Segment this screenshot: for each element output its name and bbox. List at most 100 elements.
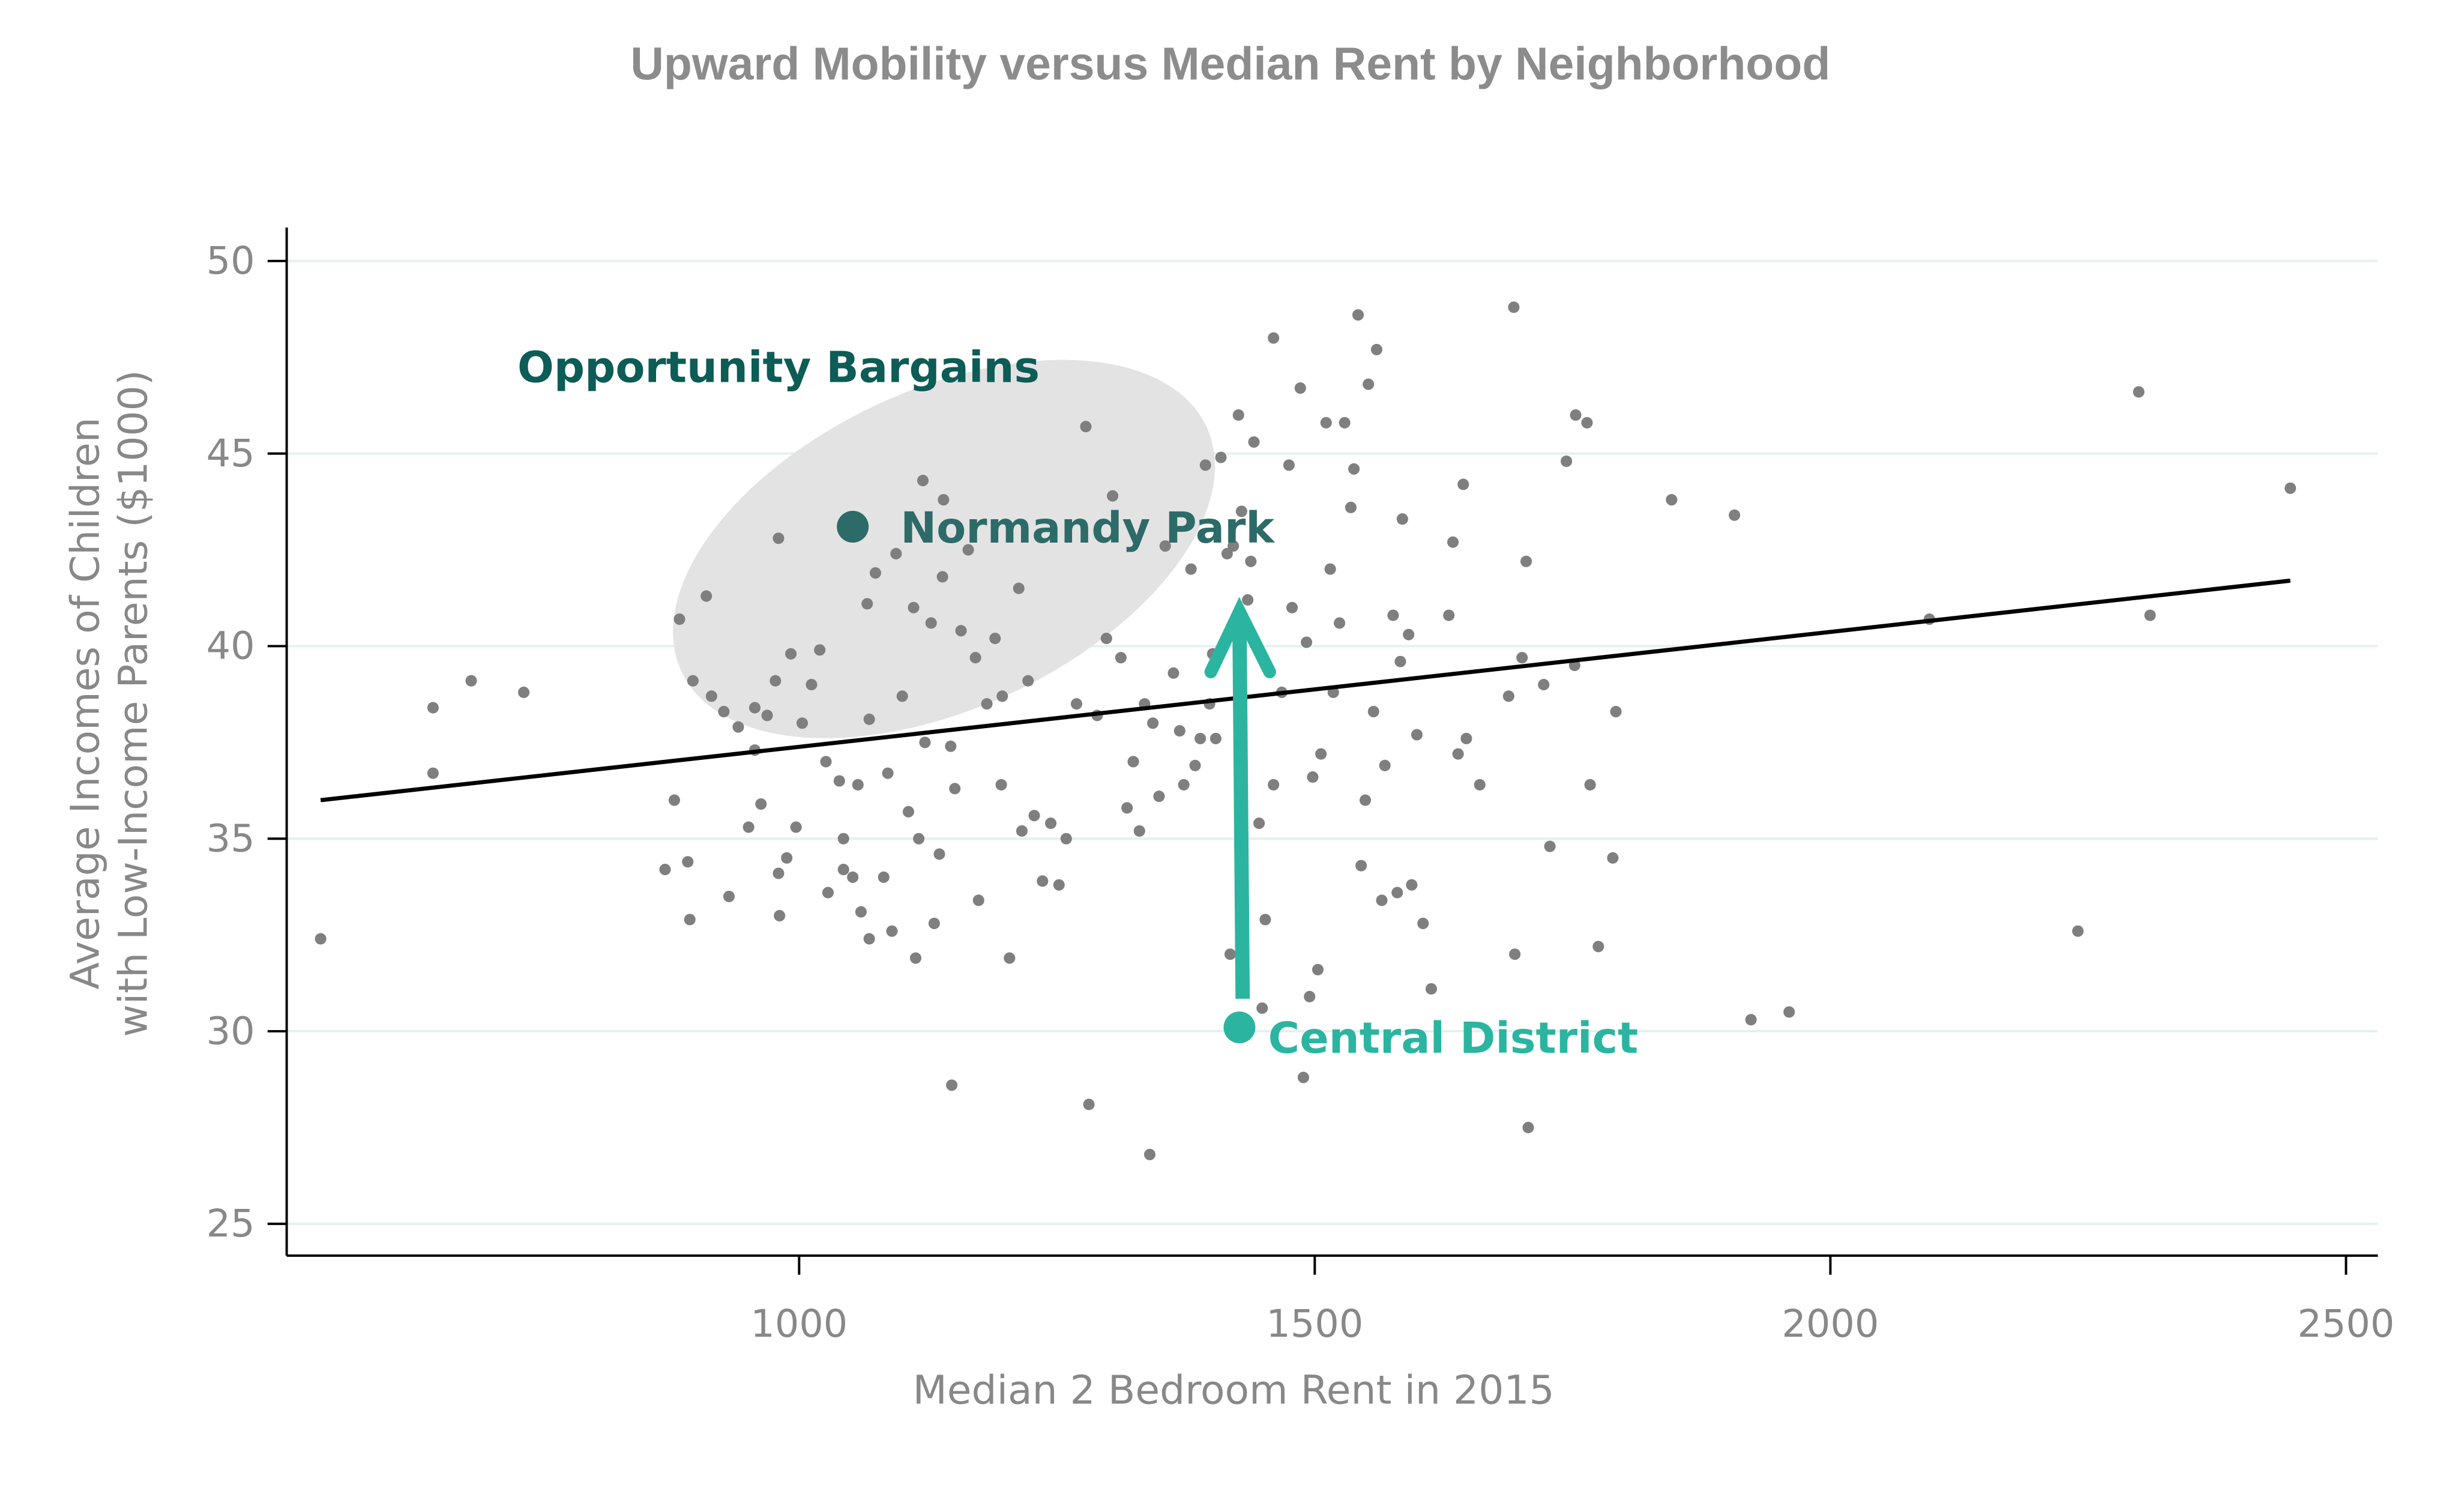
data-point — [1406, 879, 1418, 891]
data-point — [878, 871, 890, 883]
data-point — [1370, 343, 1382, 355]
data-point — [996, 690, 1008, 702]
data-point — [1544, 840, 1556, 852]
data-point — [909, 952, 922, 964]
data-point — [1403, 628, 1415, 640]
normandy-park-label: Normandy Park — [900, 503, 1275, 553]
data-point — [1315, 748, 1327, 760]
data-point — [723, 890, 735, 903]
data-point — [1143, 1148, 1156, 1160]
data-point — [1352, 309, 1364, 321]
data-point — [682, 856, 694, 868]
data-point — [1127, 756, 1139, 768]
data-point — [1425, 983, 1438, 995]
data-point — [1502, 690, 1514, 702]
data-point — [1286, 601, 1298, 613]
data-point — [796, 717, 809, 729]
data-point — [743, 821, 755, 833]
data-point — [1016, 825, 1028, 837]
data-point — [1194, 732, 1206, 744]
data-point — [673, 613, 685, 625]
data-point — [773, 867, 785, 879]
data-point — [1367, 705, 1379, 718]
data-point — [1339, 417, 1351, 429]
data-point — [1248, 436, 1260, 448]
data-point — [1411, 729, 1423, 741]
data-point — [1581, 417, 1593, 429]
data-point — [1147, 717, 1159, 729]
data-point — [684, 914, 696, 926]
data-point — [781, 852, 793, 864]
data-point — [1610, 705, 1622, 718]
data-point — [1592, 941, 1604, 953]
data-point — [847, 871, 859, 883]
data-point — [1153, 791, 1165, 803]
data-point — [946, 1079, 958, 1091]
data-point — [822, 887, 834, 899]
data-point — [2144, 609, 2156, 621]
data-point — [1443, 609, 1455, 621]
data-point — [1607, 852, 1619, 864]
data-point — [1232, 409, 1244, 421]
data-point — [427, 767, 439, 779]
arrow-shaft — [1232, 621, 1250, 999]
data-point — [1348, 463, 1360, 475]
data-point — [1083, 1098, 1095, 1110]
data-point — [1037, 875, 1049, 887]
data-point — [1522, 1121, 1534, 1134]
data-point — [969, 652, 981, 664]
data-point — [1324, 563, 1336, 575]
data-point — [1783, 1006, 1795, 1018]
data-point — [1307, 771, 1319, 783]
data-point — [1294, 382, 1306, 394]
opportunity-region — [673, 360, 1215, 738]
data-point — [1320, 417, 1332, 429]
data-point — [1561, 455, 1573, 468]
data-point — [1570, 409, 1582, 421]
data-point — [820, 756, 832, 768]
data-point — [427, 702, 439, 714]
data-point — [925, 617, 937, 629]
data-point — [852, 779, 864, 791]
x-tick-label: 1500 — [1266, 1302, 1363, 1346]
data-point — [1178, 779, 1190, 791]
normandy-park-point — [837, 511, 869, 543]
data-point — [1363, 378, 1375, 390]
data-point — [837, 833, 849, 845]
data-point — [1474, 779, 1486, 791]
data-point — [919, 736, 931, 749]
data-point — [1209, 732, 1221, 744]
data-point — [1297, 1071, 1310, 1083]
y-tick-label: 25 — [206, 1202, 255, 1246]
data-point — [1028, 810, 1040, 822]
ticks: 25 30 35 40 45 50 1000 1500 2000 2500 — [206, 239, 2395, 1346]
data-point — [668, 794, 680, 806]
data-point — [1387, 609, 1399, 621]
data-point — [855, 906, 867, 918]
data-point — [1060, 833, 1072, 845]
regression-line — [320, 578, 2291, 803]
data-point — [770, 675, 782, 687]
data-point — [949, 783, 961, 795]
region-label: Opportunity Bargains — [517, 342, 1040, 392]
data-point — [1304, 990, 1316, 1002]
y-tick-label: 30 — [206, 1009, 255, 1053]
data-point — [465, 675, 477, 687]
data-point — [1396, 513, 1408, 525]
data-point — [806, 679, 818, 691]
data-point — [917, 474, 929, 487]
data-point — [1312, 963, 1324, 975]
data-point — [2072, 925, 2084, 937]
data-point — [863, 713, 875, 725]
data-point — [896, 690, 908, 702]
data-point — [773, 532, 785, 544]
data-point — [1115, 652, 1127, 664]
data-point — [1256, 1002, 1268, 1014]
data-point — [1227, 540, 1240, 552]
data-point — [933, 848, 945, 860]
data-point — [1107, 490, 1119, 502]
data-point — [1520, 555, 1532, 567]
data-point — [1509, 948, 1521, 960]
data-point — [1417, 917, 1429, 929]
data-point — [749, 702, 761, 714]
